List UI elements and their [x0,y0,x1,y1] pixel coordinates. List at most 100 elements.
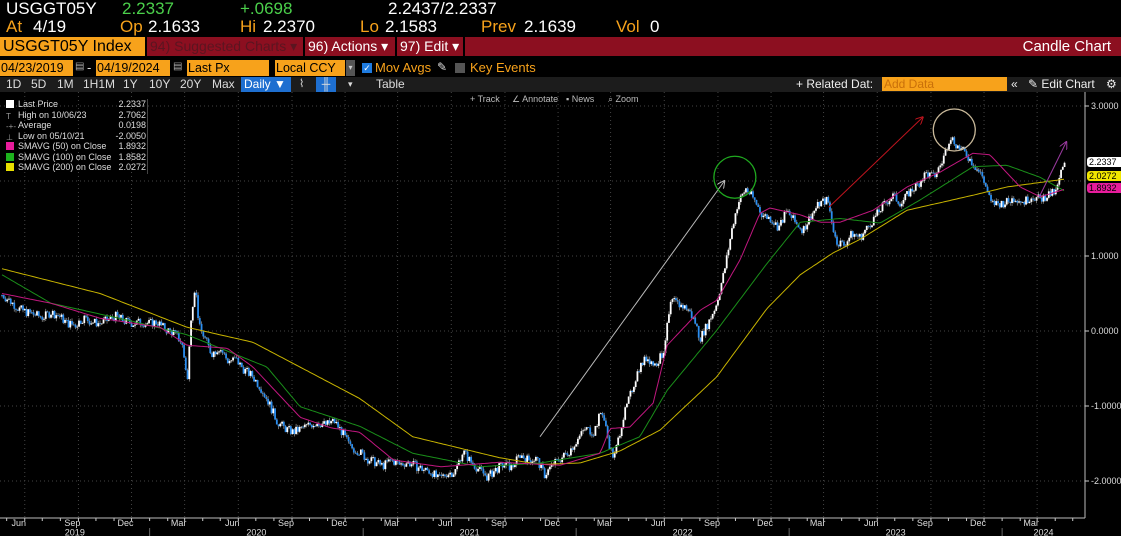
candle [741,193,744,196]
color-swatch-icon [6,142,14,150]
candle [134,324,136,326]
candle [935,172,938,178]
candle [519,455,522,458]
candle [815,208,817,211]
start-date-input[interactable]: 04/23/2019 [0,60,73,76]
candle [240,362,243,368]
candle [32,312,35,315]
gear-icon[interactable]: ⚙ [1106,77,1117,91]
color-swatch-icon [6,152,14,161]
candle [577,438,579,445]
table-button[interactable]: Table [376,77,405,91]
candle [60,314,63,317]
candle [421,465,424,471]
candle [459,460,462,462]
security-input[interactable]: USGGT05Y Index [0,37,145,56]
candle [543,468,546,479]
chevron-down-icon[interactable]: ▾ [346,60,355,76]
collapse-icon[interactable]: « [1011,77,1018,91]
year-label: 2019 [65,528,85,536]
candle [288,426,290,428]
candle [375,462,378,467]
field-select[interactable]: Last Px [187,60,269,76]
candle [293,429,296,434]
actions-button[interactable]: 96) Actions ▾ [305,37,397,56]
candle-chart-icon[interactable]: ╫ [316,77,336,92]
calendar-icon[interactable]: ▤ [173,61,183,72]
candle [29,309,31,313]
period-5d[interactable]: 5D [31,77,47,91]
end-date-input[interactable]: 04/19/2024 [96,60,170,76]
sma50-tag: 1.8932 [1087,183,1121,193]
period-max[interactable]: Max [212,77,235,91]
frequency-select[interactable]: Daily ▼ [241,77,291,92]
key-events-checkbox[interactable] [455,63,465,73]
legend-item[interactable]: ⊥ Low on 05/10/21 -2.0050 [6,131,146,142]
low-label: Lo [360,17,379,36]
legend-item[interactable]: T High on 10/06/23 2.7062 [6,110,146,121]
last-price: 2.2337 [122,0,174,18]
candle [911,188,914,192]
period-10y[interactable]: 10Y [149,77,171,91]
zoom-button[interactable]: ⌕ Zoom [608,94,639,104]
candle [387,459,390,462]
candle [608,436,611,449]
suggested-charts-button[interactable]: 94) Suggested Charts ▾ [145,37,305,56]
edit-button[interactable]: 97) Edit ▾ [397,37,465,56]
period-1h1m[interactable]: 1H1M [83,77,116,91]
period-1m[interactable]: 1M [57,77,74,91]
candle [589,427,592,435]
candle [13,302,16,309]
legend-item[interactable]: Last Price 2.2337 [6,99,146,110]
period-20y[interactable]: 20Y [180,77,202,91]
period-1y[interactable]: 1Y [123,77,138,91]
legend-value: 2.2337 [118,99,146,109]
candle [121,314,124,322]
candle [431,473,434,477]
candle [279,423,282,427]
mov-avgs-checkbox[interactable]: ✓ [362,63,372,73]
candle [368,461,371,464]
track-button[interactable]: + Track [470,94,500,104]
pencil-icon[interactable]: ✎ [437,60,448,74]
candle [184,357,187,371]
candle [659,353,662,364]
candle [298,426,301,432]
candle [830,211,833,223]
candle [676,300,679,302]
candle [498,463,501,473]
chevron-down-icon[interactable]: ▾ [348,79,353,89]
candle [246,367,248,370]
candle [2,295,5,299]
legend-value: 2.0272 [118,162,146,172]
legend-item[interactable]: -+- Average 0.0198 [6,120,146,131]
candle [312,425,315,428]
candle [734,213,737,225]
annotate-button[interactable]: ∠ Annotate [512,94,559,104]
candle [776,222,779,231]
news-button[interactable]: ▪ News [566,94,595,104]
calendar-icon[interactable]: ▤ [75,61,85,72]
candle [855,234,858,236]
line-chart-icon[interactable]: ⌇ [299,78,305,90]
candle [869,226,872,228]
edit-chart-button[interactable]: ✎ Edit Chart [1028,77,1095,91]
candle [456,464,459,470]
candle [687,309,690,311]
add-data-input[interactable]: Add Data [882,77,1007,91]
candle [204,336,206,338]
related-data-button[interactable]: + Related Dat: [796,77,874,91]
period-1d[interactable]: 1D [6,77,22,91]
legend-item[interactable]: SMAVG (200) on Close 2.0272 [6,162,146,173]
candle [492,471,495,477]
legend-item[interactable]: SMAVG (50) on Close 1.8932 [6,141,146,152]
candle [668,314,670,323]
currency-select[interactable]: Local CCY [275,60,345,76]
candle [27,309,30,317]
legend-item[interactable]: SMAVG (100) on Close 1.8582 [6,152,146,163]
candle [706,323,709,330]
candle [366,458,369,464]
candle [902,200,905,204]
candle [216,352,219,355]
